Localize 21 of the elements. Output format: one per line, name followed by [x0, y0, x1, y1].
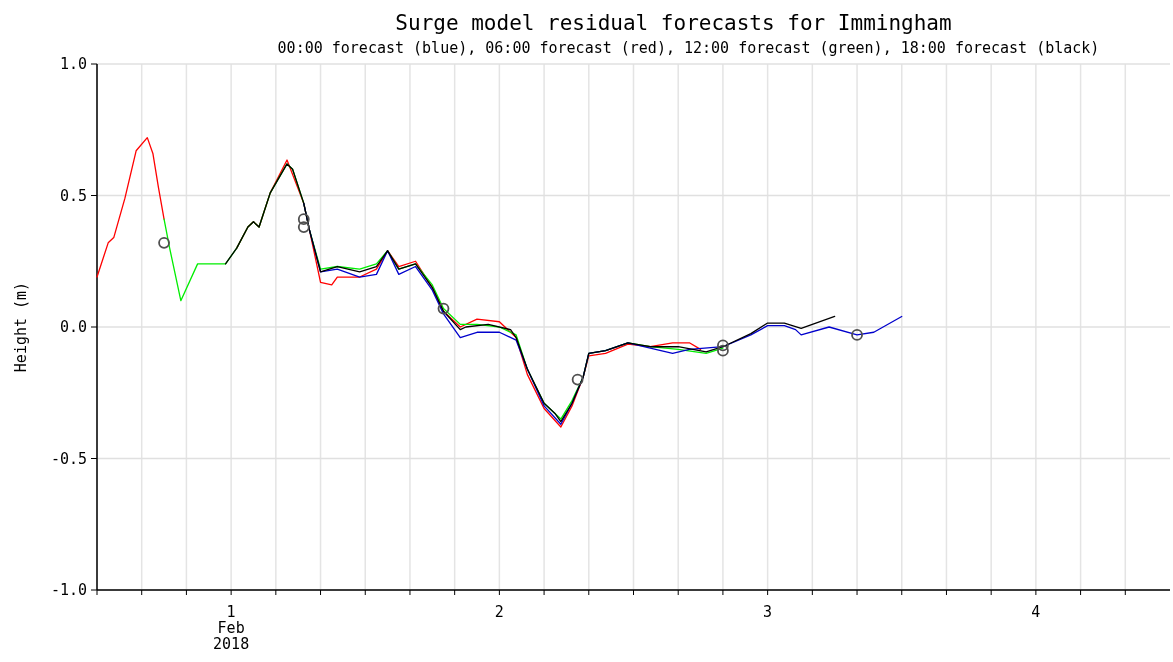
y-tick-label: -1.0	[50, 581, 87, 600]
point	[158, 236, 170, 249]
x-tick-label: 4	[1031, 603, 1041, 621]
chart-subtitle: 00:00 forecast (blue), 06:00 forecast (red), 12:00 forecast (green), 18:00 forecast (black)	[277, 39, 1100, 57]
y-tick-label: 0.0	[59, 318, 87, 337]
point	[851, 328, 863, 341]
y-tick-label: -0.5	[50, 449, 87, 468]
x-tick-label: 3	[763, 603, 773, 621]
point	[297, 213, 310, 226]
point	[571, 373, 584, 386]
y-axis-title: Height (m)	[12, 281, 30, 373]
point	[717, 339, 729, 352]
chart-title: Surge model residual forecasts for Immingham	[395, 11, 952, 35]
x-tick-label: 1 Feb 2018	[213, 603, 250, 653]
y-tick-label: 1.0	[59, 55, 87, 74]
point	[437, 302, 450, 315]
x-tick-label: 2	[494, 603, 504, 621]
line-series	[224, 163, 836, 423]
y-tick-label: 0.5	[59, 186, 87, 205]
point	[717, 344, 729, 357]
point	[297, 221, 310, 233]
